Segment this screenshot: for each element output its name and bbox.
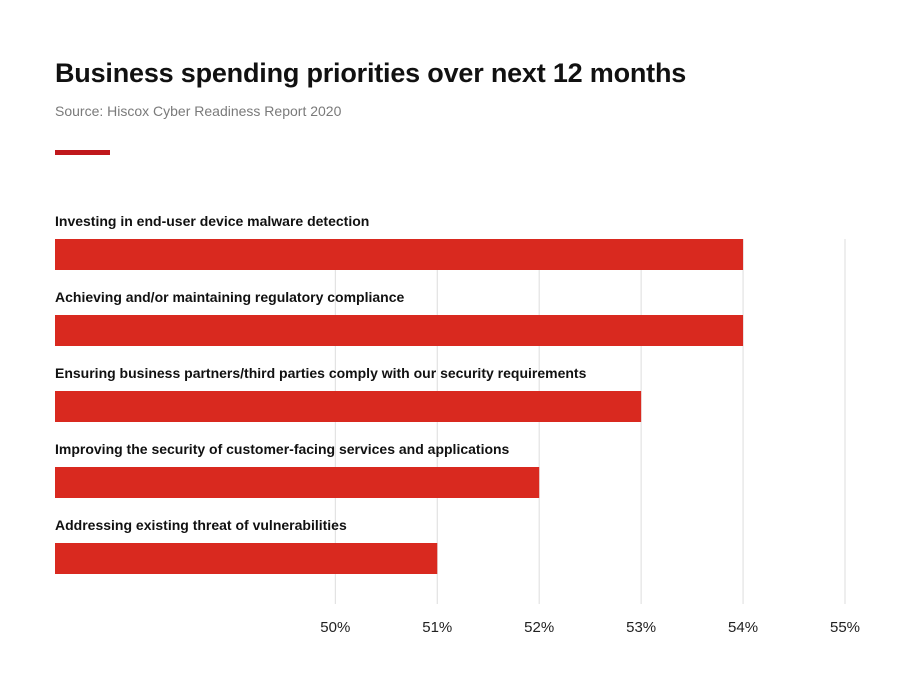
bar <box>55 239 744 270</box>
x-axis-ticks: 50% 51% 52% 53% 54% 55% <box>320 619 860 636</box>
accent-rule <box>55 150 110 155</box>
x-tick-label: 53% <box>626 619 656 636</box>
x-tick-label: 51% <box>422 619 452 636</box>
category-label: Addressing existing threat of vulnerabil… <box>55 517 347 533</box>
bars <box>55 239 744 574</box>
bar <box>55 543 438 574</box>
x-tick-label: 50% <box>320 619 350 636</box>
x-tick-label: 54% <box>728 619 758 636</box>
x-tick-label: 55% <box>830 619 860 636</box>
bar <box>55 467 540 498</box>
bar <box>55 391 642 422</box>
bar <box>55 315 744 346</box>
category-labels: Investing in end-user device malware det… <box>55 213 587 533</box>
category-label: Investing in end-user device malware det… <box>55 213 369 229</box>
category-label: Achieving and/or maintaining regulatory … <box>55 289 405 305</box>
category-label: Ensuring business partners/third parties… <box>55 365 587 381</box>
chart-source: Source: Hiscox Cyber Readiness Report 20… <box>55 103 342 119</box>
category-label: Improving the security of customer-facin… <box>55 441 510 457</box>
x-tick-label: 52% <box>524 619 554 636</box>
chart-title: Business spending priorities over next 1… <box>55 58 687 88</box>
